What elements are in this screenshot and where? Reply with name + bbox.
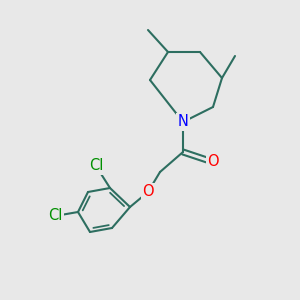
Text: Cl: Cl: [48, 208, 62, 224]
Text: O: O: [142, 184, 154, 200]
Text: O: O: [207, 154, 219, 169]
Text: Cl: Cl: [89, 158, 103, 173]
Text: N: N: [178, 115, 188, 130]
